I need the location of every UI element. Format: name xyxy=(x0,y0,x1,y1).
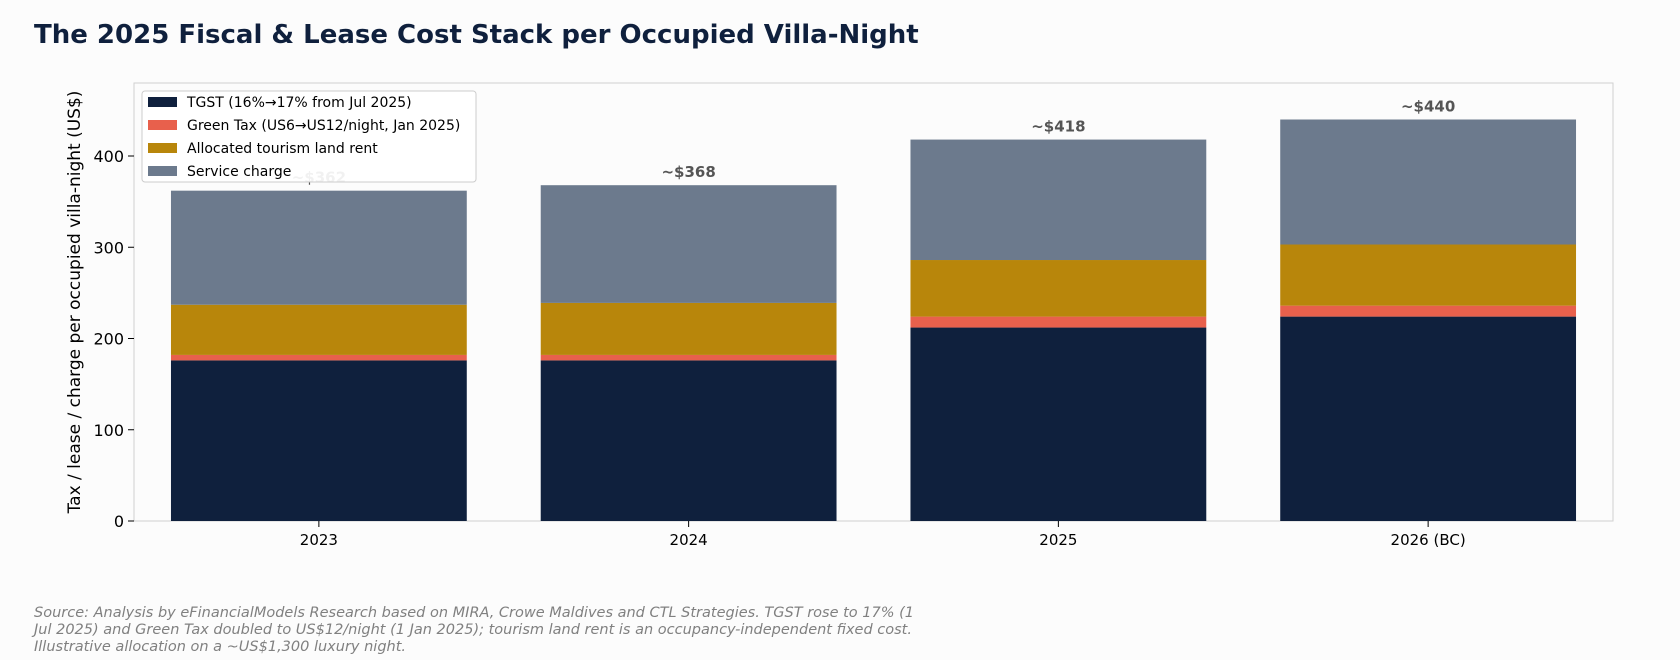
bars-layer: ~$362~$368~$418~$440 xyxy=(170,98,1577,521)
legend-frame xyxy=(141,90,477,183)
y-tick-label: 300 xyxy=(93,238,124,257)
legend-label-2: Allocated tourism land rent xyxy=(187,141,378,157)
bar-2024-series-1 xyxy=(540,354,837,361)
bar-2023-series-3 xyxy=(170,190,467,305)
bar-2025-series-2 xyxy=(910,260,1207,317)
bar-2026-bc-series-3 xyxy=(1280,119,1577,245)
bar-2024-series-3 xyxy=(540,185,837,303)
chart-title: The 2025 Fiscal & Lease Cost Stack per O… xyxy=(34,20,919,50)
legend-swatch-3 xyxy=(148,166,177,176)
x-tick-label-2024: 2024 xyxy=(670,531,708,549)
bar-2023-series-0 xyxy=(170,360,467,521)
bar-2026-bc-series-2 xyxy=(1280,244,1577,306)
total-label-2026-bc: ~$440 xyxy=(1401,98,1455,116)
y-axis-label: Tax / lease / charge per occupied villa-… xyxy=(65,91,85,515)
total-label-2025: ~$418 xyxy=(1031,118,1085,136)
total-label-2024: ~$368 xyxy=(661,163,715,181)
y-tick-label: 200 xyxy=(93,330,124,349)
bar-2023-series-2 xyxy=(170,304,467,355)
legend-swatch-0 xyxy=(148,97,177,107)
legend-swatch-2 xyxy=(148,143,177,153)
bar-2026-bc-series-0 xyxy=(1280,316,1577,521)
legend: TGST (16%→17% from Jul 2025) Green Tax (U… xyxy=(141,90,477,183)
bar-2026-bc-series-1 xyxy=(1280,305,1577,317)
legend-swatch-1 xyxy=(148,120,177,130)
legend-label-3: Service charge xyxy=(187,164,291,180)
bar-2024-series-2 xyxy=(540,302,837,355)
y-tick-label: 0 xyxy=(114,512,124,531)
x-tick-label-2025: 2025 xyxy=(1039,531,1077,549)
stacked-bar-chart: ~$362~$368~$418~$440 0100200300400202320… xyxy=(65,82,1614,549)
x-tick-label-2023: 2023 xyxy=(300,531,338,549)
axes-layer: 0 100 200 300 400 2023 2024 2025 2026 (BC) xyxy=(93,147,1465,549)
y-tick-label: 100 xyxy=(93,421,124,440)
bar-2025-series-0 xyxy=(910,327,1207,521)
bar-2023-series-1 xyxy=(170,354,467,361)
y-tick-label: 400 xyxy=(93,147,124,166)
bar-2024-series-0 xyxy=(540,360,837,521)
bar-2025-series-1 xyxy=(910,316,1207,328)
source-note: Source: Analysis by eFinancialModels Res… xyxy=(34,605,914,655)
legend-label-1: Green Tax (US6→US12/night, Jan 2025) xyxy=(187,118,460,134)
bar-2025-series-3 xyxy=(910,139,1207,261)
legend-label-0: TGST (16%→17% from Jul 2025) xyxy=(186,95,412,111)
x-tick-label-2026-bc: 2026 (BC) xyxy=(1391,531,1466,549)
